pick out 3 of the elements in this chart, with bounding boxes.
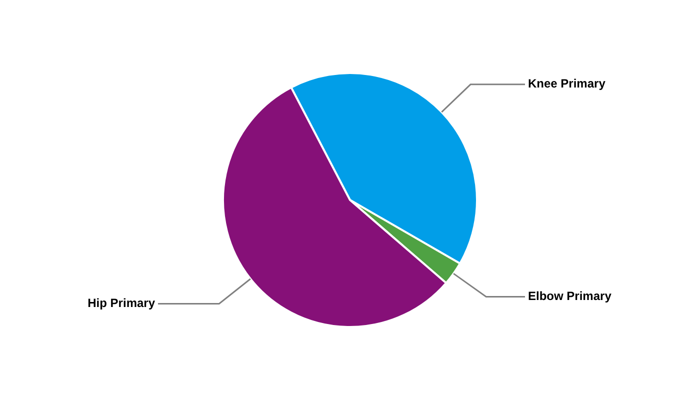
slice-label: Elbow Primary	[528, 289, 612, 304]
slice-label: Knee Primary	[528, 76, 606, 91]
slice-label: Hip Primary	[88, 296, 156, 310]
